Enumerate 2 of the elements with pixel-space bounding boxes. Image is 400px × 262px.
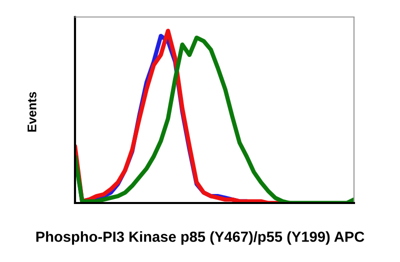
y-axis-title: Events xyxy=(28,92,36,132)
x-axis-title: Phospho-PI3 Kinase p85 (Y467)/p55 (Y199) APC xyxy=(36,231,364,245)
